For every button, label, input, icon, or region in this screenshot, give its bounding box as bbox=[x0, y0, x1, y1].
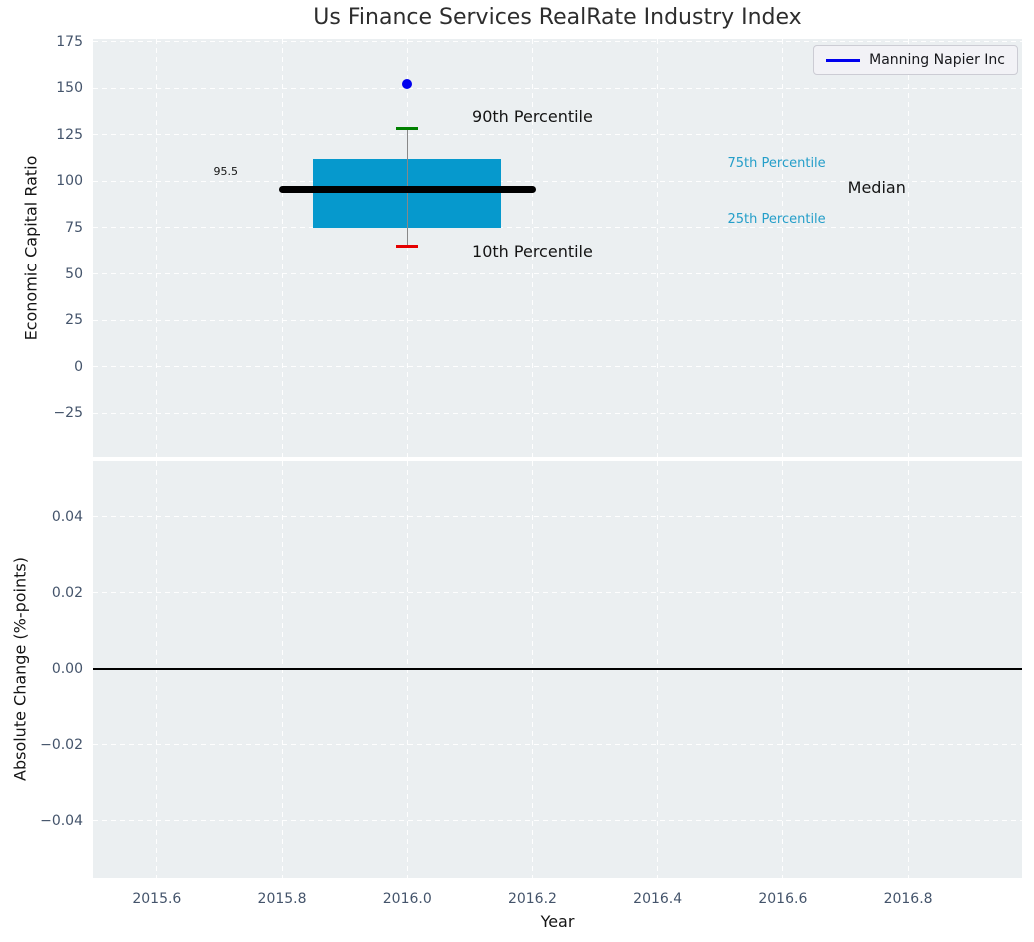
top-plot-area: Manning Napier Inc 95.5 90th Percentile 10… bbox=[93, 39, 1022, 457]
gridline-horizontal bbox=[93, 319, 1022, 321]
x-axis-label: Year bbox=[540, 912, 575, 931]
median-line bbox=[278, 186, 536, 194]
y-tick-label: 0.02 bbox=[51, 584, 83, 601]
gridline-horizontal bbox=[93, 273, 1022, 275]
gridline-horizontal bbox=[93, 180, 1022, 182]
annotation: 25th Percentile bbox=[727, 212, 826, 228]
legend: Manning Napier Inc bbox=[813, 45, 1018, 75]
gridline-horizontal bbox=[93, 592, 1022, 594]
legend-label: Manning Napier Inc bbox=[869, 52, 1005, 68]
y-tick-label: 100 bbox=[56, 173, 83, 190]
x-tick-label: 2016.2 bbox=[507, 891, 557, 907]
y-tick-label: 25 bbox=[65, 312, 83, 329]
y-tick-label: 150 bbox=[56, 80, 83, 97]
gridline-vertical bbox=[782, 39, 784, 457]
x-tick-label: 2016.8 bbox=[883, 891, 933, 907]
gridline-vertical bbox=[156, 39, 158, 457]
gridline-vertical bbox=[657, 39, 659, 457]
gridline-vertical bbox=[907, 39, 909, 457]
zero-line bbox=[93, 667, 1022, 670]
gridline-horizontal bbox=[93, 516, 1022, 518]
gridline-horizontal bbox=[93, 366, 1022, 368]
gridline-vertical bbox=[281, 39, 283, 457]
x-tick-label: 2016.0 bbox=[382, 891, 432, 907]
chart-title: Us Finance Services RealRate Industry In… bbox=[313, 5, 802, 30]
x-tick-label: 2015.8 bbox=[257, 891, 307, 907]
y-tick-label: 125 bbox=[56, 126, 83, 143]
whisker-cap-10th bbox=[396, 244, 419, 248]
gridline-horizontal bbox=[93, 412, 1022, 414]
gridline-horizontal bbox=[93, 744, 1022, 746]
annotation: Median bbox=[847, 177, 906, 197]
y-tick-label: 75 bbox=[65, 219, 83, 236]
annotation: 75th Percentile bbox=[727, 156, 826, 172]
gridline-horizontal bbox=[93, 134, 1022, 136]
annotation: 90th Percentile bbox=[472, 107, 593, 127]
whisker-cap-90th bbox=[396, 126, 419, 130]
y-tick-label: 0 bbox=[74, 358, 83, 375]
y-tick-label: 0.04 bbox=[51, 508, 83, 525]
y-tick-label: −0.04 bbox=[40, 812, 83, 829]
y-tick-label: 50 bbox=[65, 265, 83, 282]
legend-line-sample bbox=[826, 58, 861, 62]
gridline-vertical bbox=[531, 39, 533, 457]
annotation: 10th Percentile bbox=[472, 241, 593, 261]
x-tick-label: 2016.6 bbox=[758, 891, 808, 907]
bottom-plot-area bbox=[93, 461, 1022, 878]
y-tick-label: 0.00 bbox=[51, 660, 83, 677]
gridline-horizontal bbox=[93, 41, 1022, 43]
gridline-horizontal bbox=[93, 227, 1022, 229]
annotation: 95.5 bbox=[213, 165, 238, 179]
y-tick-label: −0.02 bbox=[40, 736, 83, 753]
data-point bbox=[402, 78, 413, 89]
y-tick-label: −25 bbox=[53, 405, 83, 422]
gridline-horizontal bbox=[93, 820, 1022, 822]
gridline-vertical bbox=[406, 39, 408, 457]
gridline-horizontal bbox=[93, 87, 1022, 89]
x-tick-label: 2015.6 bbox=[132, 891, 182, 907]
x-tick-label: 2016.4 bbox=[633, 891, 683, 907]
y-tick-label: 175 bbox=[56, 33, 83, 50]
